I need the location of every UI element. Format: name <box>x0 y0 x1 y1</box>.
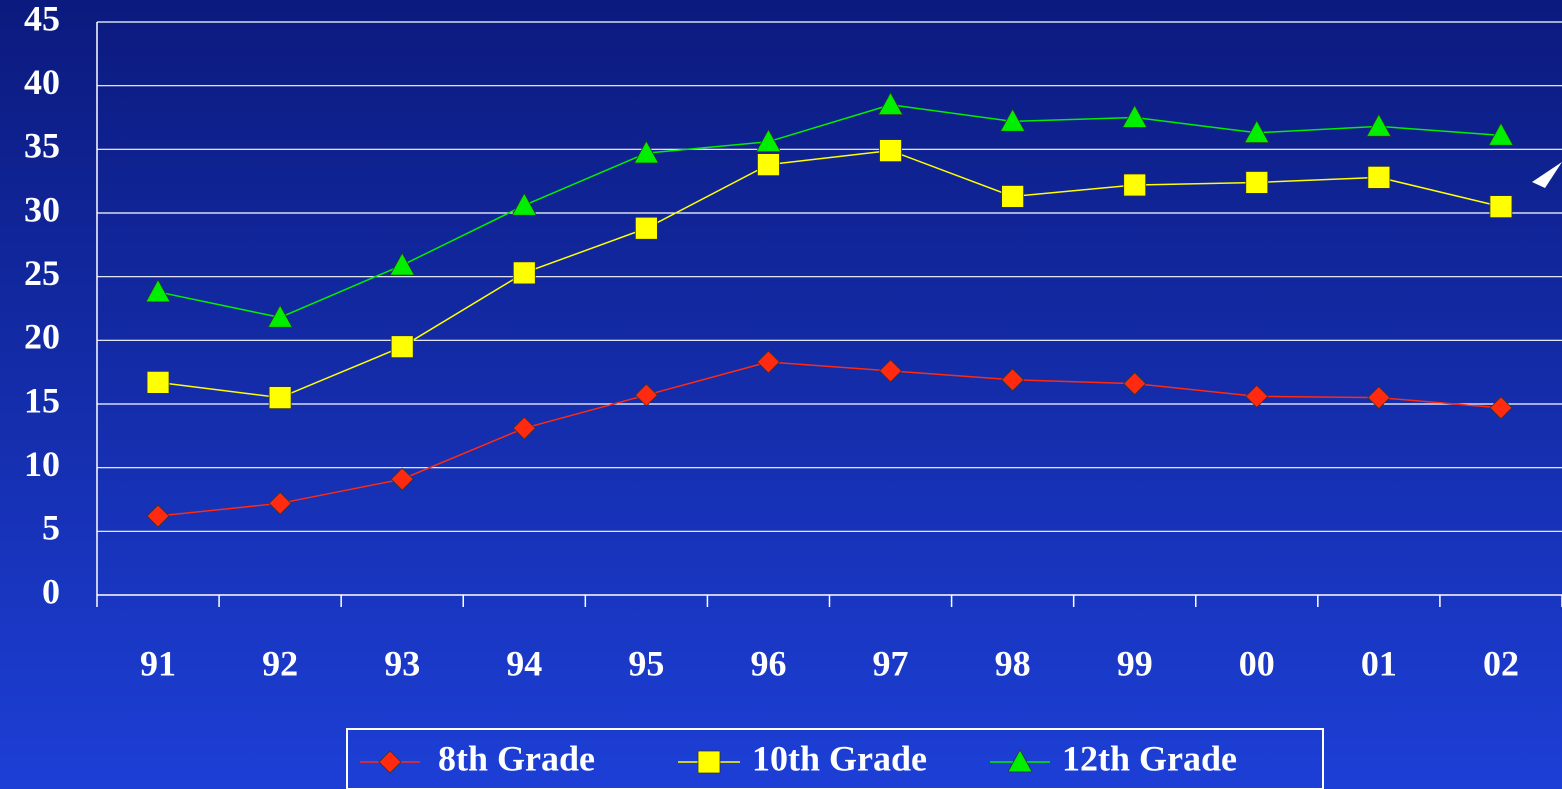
marker <box>1123 372 1147 396</box>
y-tick-label: 25 <box>24 253 60 293</box>
marker <box>1001 185 1025 208</box>
marker <box>1244 119 1270 144</box>
series-line <box>157 361 1502 517</box>
series-line <box>157 149 1502 399</box>
x-tick-label: 93 <box>384 643 420 683</box>
marker <box>697 750 721 774</box>
series-line <box>157 104 1502 319</box>
marker <box>1488 122 1514 146</box>
x-tick-label: 01 <box>1361 643 1397 683</box>
marker <box>1121 104 1148 128</box>
marker <box>268 386 292 410</box>
marker <box>389 252 415 276</box>
marker <box>877 91 904 116</box>
x-tick-label: 95 <box>628 643 664 683</box>
x-tick-label: 00 <box>1239 643 1275 683</box>
x-tick-label: 97 <box>873 643 909 683</box>
marker <box>634 216 658 240</box>
marker <box>1366 113 1392 137</box>
y-tick-label: 5 <box>42 508 60 548</box>
y-tick-label: 35 <box>24 126 60 166</box>
marker <box>1123 173 1147 197</box>
marker <box>999 108 1026 132</box>
y-tick-label: 40 <box>24 62 60 102</box>
marker <box>756 350 781 374</box>
marker <box>512 261 536 285</box>
x-tick-label: 02 <box>1483 643 1519 683</box>
y-tick-label: 0 <box>42 571 60 611</box>
marker <box>1489 195 1513 219</box>
marker <box>878 359 903 383</box>
marker <box>755 128 782 152</box>
marker <box>634 383 658 407</box>
marker <box>390 335 414 359</box>
marker <box>145 279 171 303</box>
y-tick-label: 15 <box>24 380 60 420</box>
marker <box>268 491 292 515</box>
x-tick-label: 98 <box>995 643 1031 683</box>
marker <box>1245 384 1269 408</box>
y-tick-label: 20 <box>24 317 60 357</box>
legend-label: 10th Grade <box>752 738 927 778</box>
marker <box>757 153 780 177</box>
y-tick-label: 30 <box>24 189 60 229</box>
marker <box>146 504 170 528</box>
marker <box>1007 749 1033 773</box>
legend-label: 12th Grade <box>1062 738 1237 778</box>
x-tick-label: 99 <box>1117 643 1153 683</box>
marker <box>1245 171 1269 194</box>
x-tick-label: 92 <box>262 643 298 683</box>
marker <box>267 304 293 328</box>
marker <box>633 140 660 164</box>
arrow <box>1532 162 1562 188</box>
marker <box>146 370 170 394</box>
x-tick-label: 91 <box>140 643 176 683</box>
legend-label: 8th Grade <box>438 738 595 778</box>
y-tick-label: 45 <box>24 0 60 38</box>
marker <box>1489 396 1513 420</box>
y-tick-label: 10 <box>24 444 60 484</box>
marker <box>512 416 536 440</box>
x-tick-label: 96 <box>750 643 786 683</box>
marker <box>1367 165 1391 189</box>
marker <box>511 192 538 216</box>
x-tick-label: 94 <box>506 643 542 683</box>
legend-box <box>346 728 1324 789</box>
marker <box>879 139 902 163</box>
marker <box>390 467 414 491</box>
marker <box>1001 368 1025 392</box>
marker <box>1367 386 1391 410</box>
marker <box>378 750 402 774</box>
